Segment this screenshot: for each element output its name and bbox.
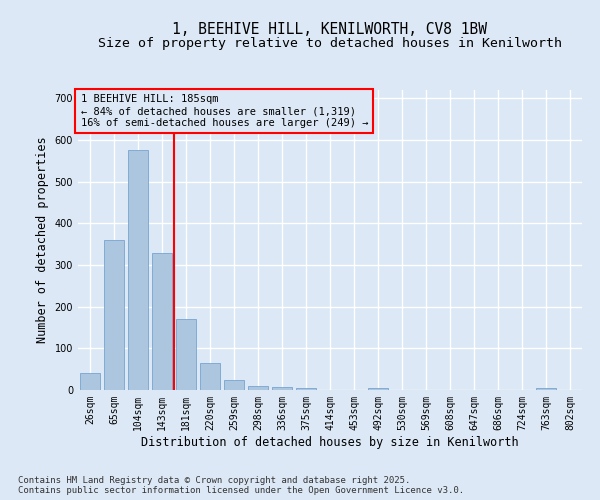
Bar bbox=[248, 386, 268, 390]
Bar bbox=[104, 240, 124, 390]
Bar bbox=[368, 388, 388, 390]
Bar bbox=[80, 372, 100, 390]
Bar bbox=[224, 380, 244, 390]
Text: 1 BEEHIVE HILL: 185sqm
← 84% of detached houses are smaller (1,319)
16% of semi-: 1 BEEHIVE HILL: 185sqm ← 84% of detached… bbox=[80, 94, 368, 128]
Text: Size of property relative to detached houses in Kenilworth: Size of property relative to detached ho… bbox=[98, 38, 562, 51]
Bar bbox=[128, 150, 148, 390]
Y-axis label: Number of detached properties: Number of detached properties bbox=[36, 136, 49, 344]
Text: Contains HM Land Registry data © Crown copyright and database right 2025.
Contai: Contains HM Land Registry data © Crown c… bbox=[18, 476, 464, 495]
Bar bbox=[152, 254, 172, 390]
Bar bbox=[536, 388, 556, 390]
Bar bbox=[296, 388, 316, 390]
Bar bbox=[200, 363, 220, 390]
Bar bbox=[176, 319, 196, 390]
X-axis label: Distribution of detached houses by size in Kenilworth: Distribution of detached houses by size … bbox=[141, 436, 519, 448]
Bar bbox=[272, 386, 292, 390]
Text: 1, BEEHIVE HILL, KENILWORTH, CV8 1BW: 1, BEEHIVE HILL, KENILWORTH, CV8 1BW bbox=[173, 22, 487, 38]
